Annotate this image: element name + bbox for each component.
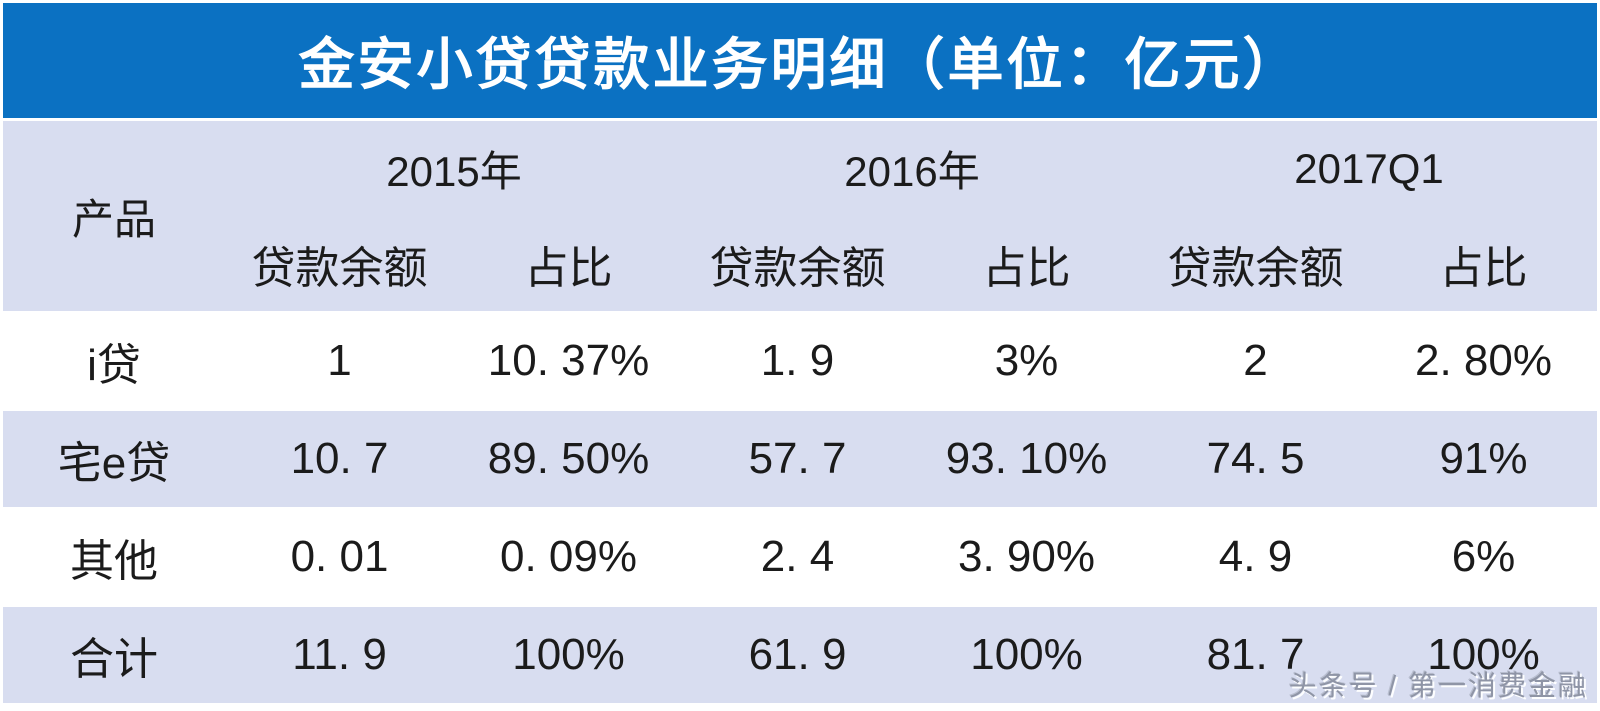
value-cell: 100% — [1427, 630, 1540, 679]
value-cell: 11. 9 — [292, 630, 387, 679]
loan-table: 产品 2015年 2016年 2017Q1 贷款余额 占比 贷款余额 占比 贷款… — [3, 121, 1597, 703]
table-row-zhai-e-loan: 宅e贷 10. 7 89. 50% 57. 7 93. 10% 74. 5 91… — [3, 411, 1597, 507]
value-cell: 91% — [1439, 434, 1528, 483]
period-header-2017q1: 2017Q1 — [1141, 121, 1597, 216]
header-metric-row: 贷款余额 占比 贷款余额 占比 贷款余额 占比 — [3, 216, 1597, 311]
share-header: 占比 — [454, 216, 683, 311]
value-cell: 1 — [327, 336, 352, 385]
table-row-other: 其他 0. 01 0. 09% 2. 4 3. 90% 4. 9 6% — [3, 507, 1597, 607]
balance-header: 贷款余额 — [225, 216, 454, 311]
value-cell: 2. 80% — [1415, 336, 1552, 385]
value-cell: 74. 5 — [1206, 434, 1305, 483]
value-cell: 3% — [994, 336, 1059, 385]
value-cell: 0. 09% — [500, 532, 637, 581]
share-header: 占比 — [912, 216, 1141, 311]
value-cell: 6% — [1451, 532, 1516, 581]
value-cell: 89. 50% — [487, 434, 650, 483]
value-cell: 1. 9 — [760, 336, 835, 385]
value-cell: 61. 9 — [748, 630, 847, 679]
value-cell: 2. 4 — [760, 532, 835, 581]
product-cell: 宅e贷 — [57, 439, 171, 488]
header-year-row: 产品 2015年 2016年 2017Q1 — [3, 121, 1597, 311]
value-cell: 57. 7 — [748, 434, 847, 483]
balance-header: 贷款余额 — [1141, 216, 1370, 311]
value-cell: 2 — [1243, 336, 1268, 385]
balance-header: 贷款余额 — [683, 216, 912, 311]
period-header-2016: 2016年 — [683, 121, 1141, 216]
product-header-cell: 产品 — [3, 121, 225, 311]
value-cell: 93. 10% — [945, 434, 1108, 483]
page-title: 金安小贷贷款业务明细（单位：亿元） — [298, 33, 1302, 96]
value-cell: 4. 9 — [1218, 532, 1293, 581]
value-cell: 0. 01 — [290, 532, 389, 581]
value-cell: 10. 37% — [487, 336, 650, 385]
value-cell: 10. 7 — [290, 434, 389, 483]
table-row-i-loan: i贷 1 10. 37% 1. 9 3% 2 2. 80% — [3, 311, 1597, 411]
value-cell: 100% — [970, 630, 1083, 679]
product-cell: 合计 — [70, 635, 158, 684]
value-cell: 100% — [512, 630, 625, 679]
title-bar: 金安小贷贷款业务明细（单位：亿元） — [3, 3, 1597, 118]
product-cell: 其他 — [70, 537, 158, 586]
value-cell: 81. 7 — [1206, 630, 1305, 679]
watermark-text: 头条号 / 第一消费金融 — [1288, 670, 1588, 701]
value-cell: 3. 90% — [958, 532, 1095, 581]
period-header-2015: 2015年 — [225, 121, 683, 216]
product-cell: i贷 — [87, 341, 141, 390]
table-row-total: 合计 11. 9 100% 61. 9 100% 81. 7 100% — [3, 607, 1597, 703]
share-header: 占比 — [1370, 216, 1597, 311]
